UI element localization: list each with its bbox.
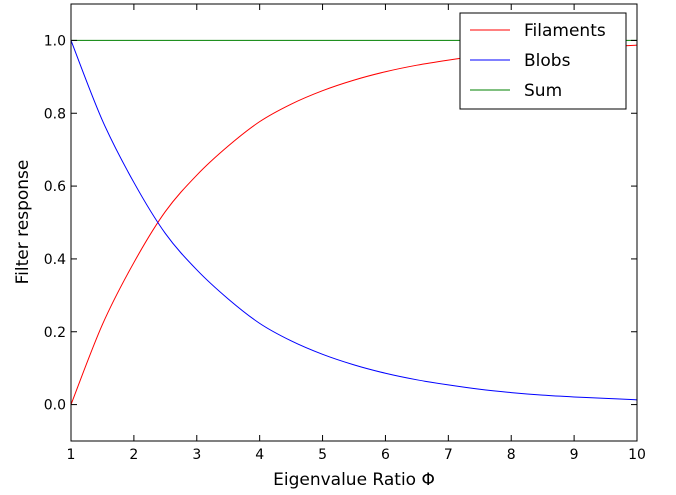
y-tick-label: 0.8 [44,106,66,122]
x-axis-label: Eigenvalue Ratio Φ [273,470,435,490]
legend: Filaments Blobs Sum [459,12,627,110]
y-tick-label: 0.6 [44,179,66,195]
y-tick-label: 1.0 [44,33,66,49]
x-tick-label: 2 [129,447,138,463]
x-tick-label: 5 [318,447,327,463]
legend-box [459,12,627,110]
series-line-blobs [70,40,638,401]
x-tick-label: 9 [570,447,579,463]
x-tick-label: 8 [507,447,516,463]
y-axis-label: Filter response [13,160,33,285]
x-tick-label: 10 [628,447,646,463]
x-tick-label: 6 [381,447,390,463]
legend-label-sum: Sum [524,81,562,101]
legend-label-filaments: Filaments [524,21,606,41]
plot-frame [70,3,638,442]
x-tick-label: 3 [192,447,201,463]
x-tick-label: 1 [67,447,76,463]
y-tick-label: 0.2 [44,325,66,341]
ticks-layer: 1 2 3 4 5 6 7 8 9 10 0.0 0.2 0.4 0.6 0.8 1.0 [44,4,646,463]
x-tick-label: 4 [255,447,264,463]
y-tick-label: 0.4 [44,252,66,268]
y-tick-label: 0.0 [44,398,66,414]
x-tick-label: 7 [444,447,453,463]
legend-label-blobs: Blobs [524,51,571,71]
